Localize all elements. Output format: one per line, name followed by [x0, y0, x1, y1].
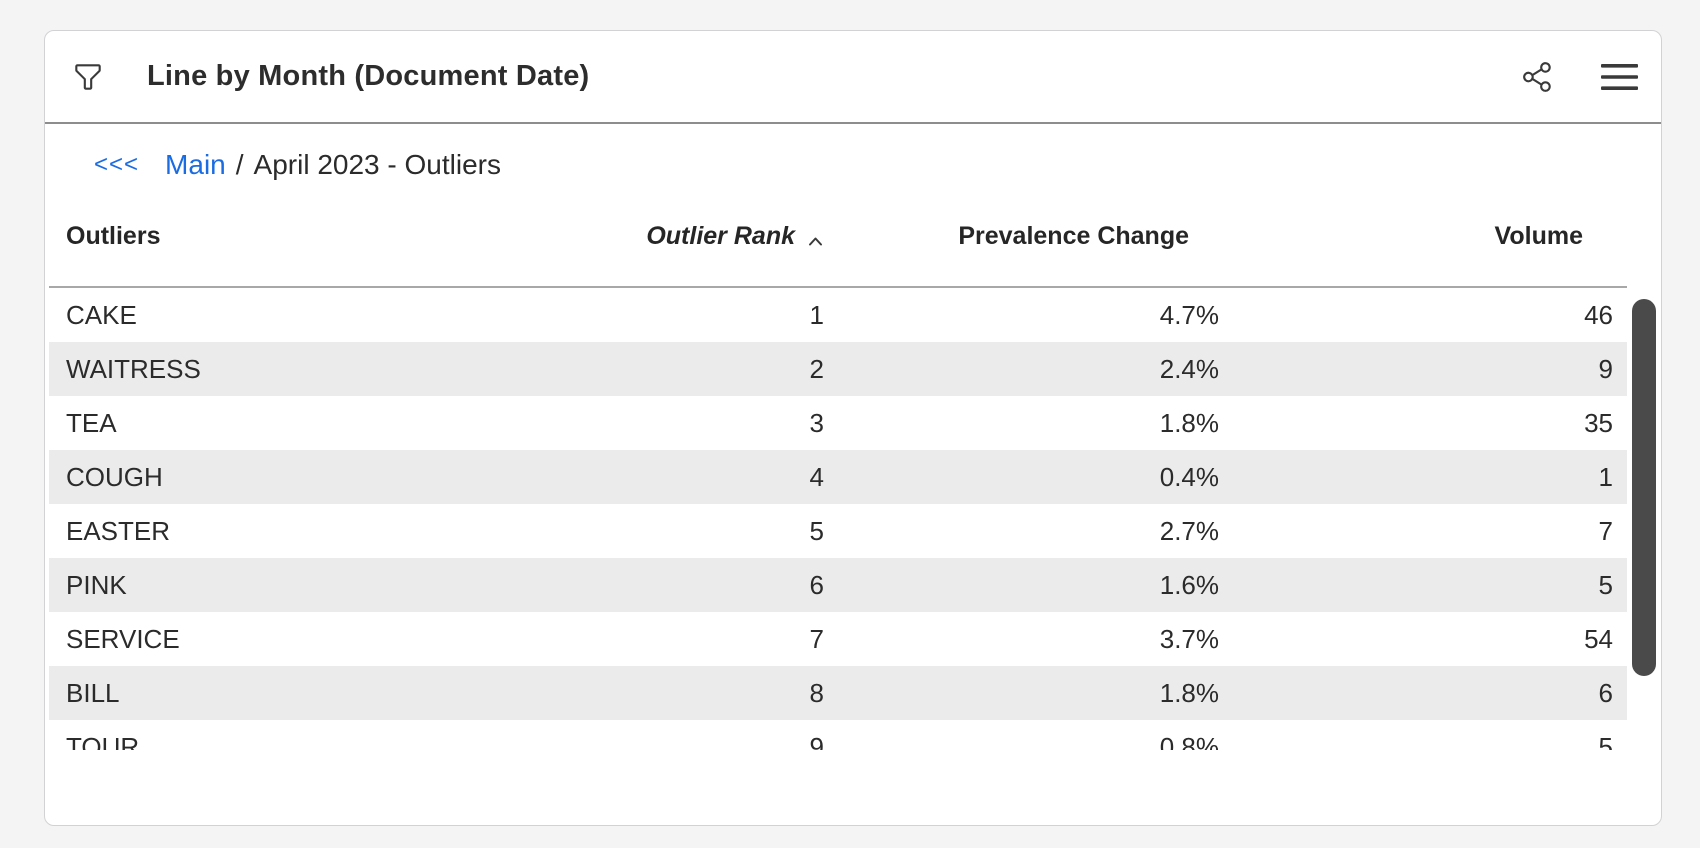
cell-volume: 35	[1584, 407, 1613, 438]
breadcrumb-link-main[interactable]: Main	[165, 149, 226, 180]
cell-volume: 6	[1598, 677, 1613, 708]
cell-outlier-rank: 6	[809, 569, 824, 600]
cell-outlier-rank: 4	[809, 461, 824, 492]
table-body: CAKE 1 4.7% 46 WAITRESS 2 2.4% 9 TEA 3 1…	[49, 288, 1627, 750]
cell-outlier-rank: 1	[809, 299, 824, 330]
filter-icon[interactable]	[71, 60, 105, 94]
cell-outlier: EASTER	[66, 515, 171, 546]
column-header-outliers[interactable]: Outliers	[66, 221, 161, 250]
cell-outlier-rank: 2	[809, 353, 824, 384]
cell-volume: 54	[1584, 623, 1613, 654]
breadcrumb-separator: /	[235, 149, 244, 180]
widget-header: Line by Month (Document Date)	[45, 31, 1661, 124]
table-row[interactable]: SERVICE 7 3.7% 54	[49, 612, 1627, 666]
table-row[interactable]: WAITRESS 2 2.4% 9	[49, 342, 1627, 396]
cell-outlier-rank: 5	[809, 515, 824, 546]
column-header-prevalence-change[interactable]: Prevalence Change	[958, 221, 1189, 250]
cell-outlier-rank: 3	[809, 407, 824, 438]
cell-prevalence-change: 1.6%	[1159, 569, 1219, 600]
share-icon[interactable]	[1521, 60, 1555, 94]
table-row[interactable]: BILL 8 1.8% 6	[49, 666, 1627, 720]
cell-outlier-rank: 7	[809, 623, 824, 654]
breadcrumb-current: April 2023 - Outliers	[253, 149, 501, 180]
cell-outlier: TOUR	[66, 731, 140, 751]
cell-outlier: TEA	[66, 407, 117, 438]
cell-volume: 5	[1598, 569, 1613, 600]
column-header-outlier-rank[interactable]: Outlier Rank	[501, 218, 824, 254]
menu-icon[interactable]	[1601, 63, 1639, 91]
cell-volume: 7	[1598, 515, 1613, 546]
cell-outlier: BILL	[66, 677, 120, 708]
sort-ascending-icon	[807, 225, 824, 254]
table-row[interactable]: COUGH 4 0.4% 1	[49, 450, 1627, 504]
table-row[interactable]: TEA 3 1.8% 35	[49, 396, 1627, 450]
cell-outlier: PINK	[66, 569, 127, 600]
table-row[interactable]: PINK 6 1.6% 5	[49, 558, 1627, 612]
cell-outlier: WAITRESS	[66, 353, 201, 384]
table-row[interactable]: TOUR 9 0.8% 5	[49, 720, 1627, 751]
cell-prevalence-change: 2.7%	[1159, 515, 1219, 546]
table-row[interactable]: EASTER 5 2.7% 7	[49, 504, 1627, 558]
cell-prevalence-change: 2.4%	[1159, 353, 1219, 384]
cell-outlier: SERVICE	[66, 623, 180, 654]
breadcrumb: <<< Main / April 2023 - Outliers	[45, 124, 1661, 186]
widget-title: Line by Month (Document Date)	[147, 60, 590, 92]
table-row[interactable]: CAKE 1 4.7% 46	[49, 288, 1627, 342]
cell-prevalence-change: 0.4%	[1159, 461, 1219, 492]
widget-card: Line by Month (Document Date) <<< Main /…	[44, 30, 1662, 826]
cell-prevalence-change: 4.7%	[1159, 299, 1219, 330]
column-header-volume[interactable]: Volume	[1494, 221, 1583, 250]
column-header-outlier-rank-label: Outlier Rank	[646, 221, 795, 250]
cell-prevalence-change: 3.7%	[1159, 623, 1219, 654]
scrollbar-thumb[interactable]	[1632, 299, 1656, 676]
cell-outlier-rank: 9	[809, 731, 824, 751]
cell-outlier: COUGH	[66, 461, 163, 492]
cell-volume: 9	[1598, 353, 1613, 384]
cell-prevalence-change: 1.8%	[1159, 407, 1219, 438]
cell-volume: 5	[1598, 731, 1613, 751]
breadcrumb-collapse-icon[interactable]: <<<	[94, 151, 140, 178]
cell-prevalence-change: 0.8%	[1159, 731, 1219, 751]
table-body-viewport[interactable]: CAKE 1 4.7% 46 WAITRESS 2 2.4% 9 TEA 3 1…	[49, 288, 1627, 750]
cell-volume: 1	[1598, 461, 1613, 492]
table-header-row: Outliers Outlier Rank Prevalence Change …	[49, 186, 1627, 288]
cell-volume: 46	[1584, 299, 1613, 330]
cell-outlier-rank: 8	[809, 677, 824, 708]
cell-prevalence-change: 1.8%	[1159, 677, 1219, 708]
cell-outlier: CAKE	[66, 299, 137, 330]
